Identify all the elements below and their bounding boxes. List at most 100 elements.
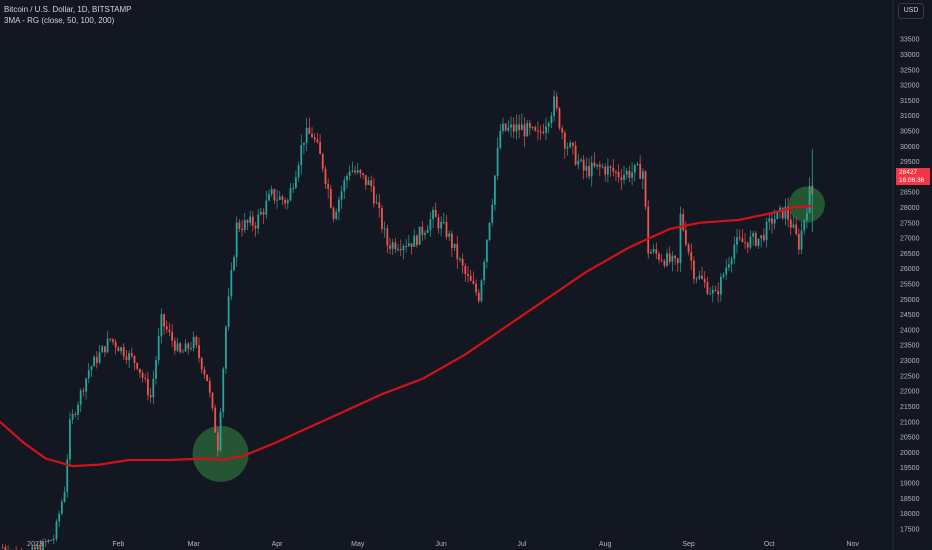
y-tick-label: 31500 [900,98,920,105]
candle-body [60,501,63,514]
currency-button[interactable]: USD [898,3,924,19]
y-tick-label: 26500 [900,251,920,258]
candle-body [321,154,324,169]
candle-body [257,214,260,229]
candle-body [566,146,569,149]
y-tick-label: 28000 [900,205,920,212]
candle-body [184,343,187,352]
candle-body [725,267,728,275]
candle-body [701,275,703,279]
candle-body [528,122,531,128]
y-tick-label: 21000 [900,419,920,426]
candle-body [652,249,655,252]
candle-body [125,356,128,361]
y-tick-label: 23000 [900,358,920,365]
candle-body [450,233,453,248]
y-tick-label: 19000 [900,480,920,487]
candle-body [74,414,77,416]
candle-body [445,221,448,237]
candle-body [289,188,292,201]
candle-body [752,233,755,237]
candle-body [711,289,714,294]
candle-body [590,162,593,177]
candle-body [227,296,230,327]
candle-body [319,141,321,155]
last-price-tag: 28427 16:06:36 [896,168,930,185]
y-tick-label: 30500 [900,129,920,136]
candle-body [703,278,706,283]
candle-body [112,339,114,342]
candle-body [179,343,182,353]
candle-body [485,239,488,262]
candle-body [633,164,636,173]
y-tick-label: 24500 [900,312,920,319]
candle-body [149,395,152,398]
candle-body [195,336,198,346]
y-tick-label: 25000 [900,297,920,304]
candle-body [243,220,246,231]
candle-body [609,166,612,168]
candle-body [230,270,233,297]
price-axis[interactable]: 17500 18000 18500 19000 19500 20000 20500 21000… [892,0,920,550]
candle-body [676,258,679,264]
candle-body [90,366,93,371]
candle-body [663,260,666,266]
candle-body [340,191,343,200]
candle-body [531,127,534,129]
x-tick-label: 2023 [27,541,43,548]
candle-body [440,221,443,229]
candle-body [297,165,300,178]
time-axis[interactable]: 2023 Feb Mar Apr May Jun Jul Aug Sep Oct Nov [27,541,859,548]
candle-body [577,160,580,165]
candle-body [806,212,808,221]
candle-body [270,189,273,195]
candle-body [800,230,803,250]
candle-body [606,166,609,175]
candle-body [50,539,53,541]
candle-body [787,206,789,220]
candle-body [558,108,561,129]
candle-body [235,222,238,258]
candle-body [744,242,746,244]
candle-body [623,174,625,180]
candle-body [631,172,633,178]
candle-body [98,352,101,363]
candle-body [268,194,270,201]
candle-body [106,338,109,353]
candle-body [768,218,771,222]
candle-body [47,539,50,543]
candle-body [459,258,461,260]
candle-body [348,171,351,176]
highlight-circle [192,425,249,482]
candle-body [461,258,464,266]
candle-body [512,124,515,132]
candle-body [776,210,779,220]
candle-body [203,369,206,375]
candle-body [418,226,421,245]
candle-body [636,163,639,165]
candle-body [397,249,399,251]
candle-body [728,264,730,268]
candle-body [372,186,375,204]
candle-body [719,276,722,295]
candle-body [582,159,585,171]
candle-body [152,378,155,398]
chart-title: Bitcoin / U.S. Dollar, 1D, BITSTAMP [4,5,132,14]
candle-body [354,170,356,173]
candle-body [784,206,787,219]
x-tick-label: Jul [517,541,526,548]
candle-body [523,124,526,137]
candle-body [144,377,147,379]
candle-body [190,348,192,350]
indicator-label[interactable]: 3MA - RG (close, 50, 100, 200) [4,16,115,25]
candle-body [687,244,690,252]
candle-body [754,233,757,246]
y-tick-label: 33000 [900,52,920,59]
y-tick-label: 20000 [900,450,920,457]
candle-body [563,132,566,149]
candle-body [442,221,445,223]
y-tick-label: 30000 [900,144,920,151]
candle-body [214,407,217,433]
candle-body [104,346,106,353]
